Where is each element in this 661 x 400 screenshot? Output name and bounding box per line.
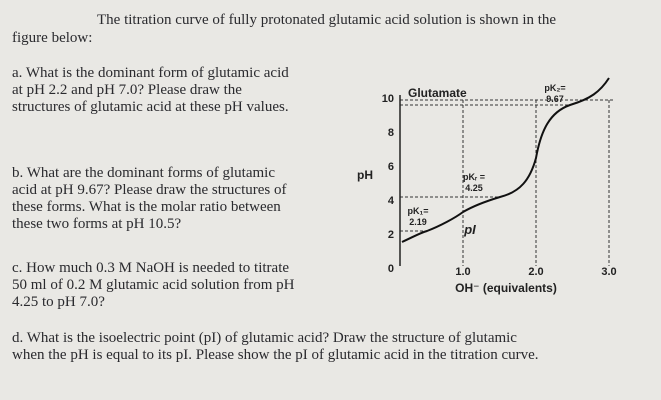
annotation: pK₁= <box>408 206 429 216</box>
question-line: at pH 2.2 and pH 7.0? Please draw the <box>12 82 242 98</box>
x-axis-label: OH⁻ (equivalents) <box>455 281 557 295</box>
figure-title: Glutamate <box>408 86 467 100</box>
y-tick-label: 10 <box>382 93 394 105</box>
annotation: 9.67 <box>546 94 564 104</box>
y-tick-label: 2 <box>388 229 394 241</box>
figure-guides <box>400 99 615 266</box>
annotation: 2.19 <box>409 217 427 227</box>
question-line: b. What are the dominant forms of glutam… <box>12 165 275 181</box>
figure-labels: 0 2 4 6 8 10 1.0 2.0 3.0 Glutamate pH OH⁻ (equivale… <box>357 83 617 295</box>
annotation: pK₂= <box>544 83 565 93</box>
question-line: these forms. What is the molar ratio bet… <box>12 199 281 215</box>
x-tick-label: 3.0 <box>601 266 616 278</box>
handwritten-note: pI <box>463 222 476 237</box>
question-line: structures of glutamic acid at these pH … <box>12 99 289 115</box>
y-tick-label: 4 <box>388 195 395 207</box>
y-tick-label: 0 <box>388 263 394 275</box>
question-line: these two forms at pH 10.5? <box>12 216 182 232</box>
question-line: c. How much 0.3 M NaOH is needed to titr… <box>12 260 290 276</box>
x-tick-label: 2.0 <box>528 266 543 278</box>
x-tick-label: 1.0 <box>455 266 470 278</box>
question-line: 50 ml of 0.2 M glutamic acid solution fr… <box>12 277 295 293</box>
y-tick-label: 8 <box>388 127 394 139</box>
annotation: pKᵣ = <box>463 172 485 182</box>
question-line: 4.25 to pH 7.0? <box>12 294 105 310</box>
header-text: figure below: <box>12 30 93 46</box>
header-text: The titration curve of fully protonated … <box>97 12 557 28</box>
y-tick-label: 6 <box>388 161 394 173</box>
annotation: 4.25 <box>465 183 483 193</box>
y-axis-label: pH <box>357 168 373 182</box>
question-line: d. What is the isoelectric point (pI) of… <box>12 330 517 346</box>
question-line: acid at pH 9.67? Please draw the structu… <box>12 182 287 198</box>
titration-curve <box>401 77 610 243</box>
question-line: a. What is the dominant form of glutamic… <box>12 65 289 81</box>
question-line: when the pH is equal to its pI. Please s… <box>12 347 539 363</box>
